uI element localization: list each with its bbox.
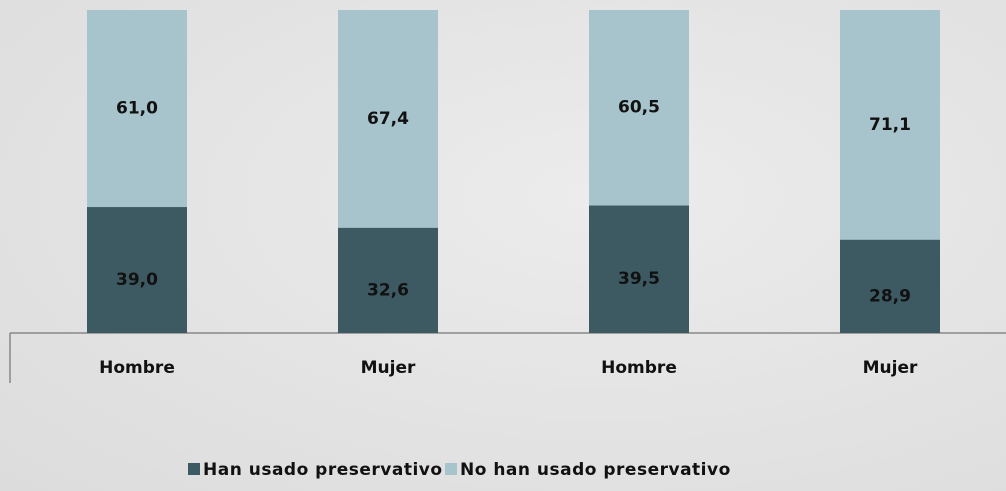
bar-segment [87, 207, 187, 333]
x-tick-label: Mujer [361, 358, 416, 378]
legend-swatch [188, 463, 200, 475]
data-label: 61,0 [116, 99, 158, 119]
data-label: 39,0 [116, 270, 158, 290]
bar-segment [589, 10, 689, 206]
x-tick-label: Hombre [601, 358, 677, 378]
data-label: 60,5 [618, 98, 660, 118]
x-tick-label: Mujer [863, 358, 918, 378]
bar-segment [338, 10, 438, 228]
x-tick-label: Hombre [99, 358, 175, 378]
bar-segment [840, 10, 940, 240]
data-label: 39,5 [618, 269, 660, 289]
bar-segment [87, 10, 187, 208]
data-label: 32,6 [367, 280, 409, 300]
data-label: 71,1 [869, 115, 911, 135]
legend-swatch [445, 463, 457, 475]
data-label: 67,4 [367, 109, 409, 129]
data-label: 28,9 [869, 286, 911, 306]
legend-label: Han usado preservativo [203, 460, 443, 480]
bar-segment [589, 205, 689, 333]
bar-segment [338, 227, 438, 333]
bar-segment [840, 239, 940, 333]
legend-label: No han usado preservativo [460, 460, 731, 480]
